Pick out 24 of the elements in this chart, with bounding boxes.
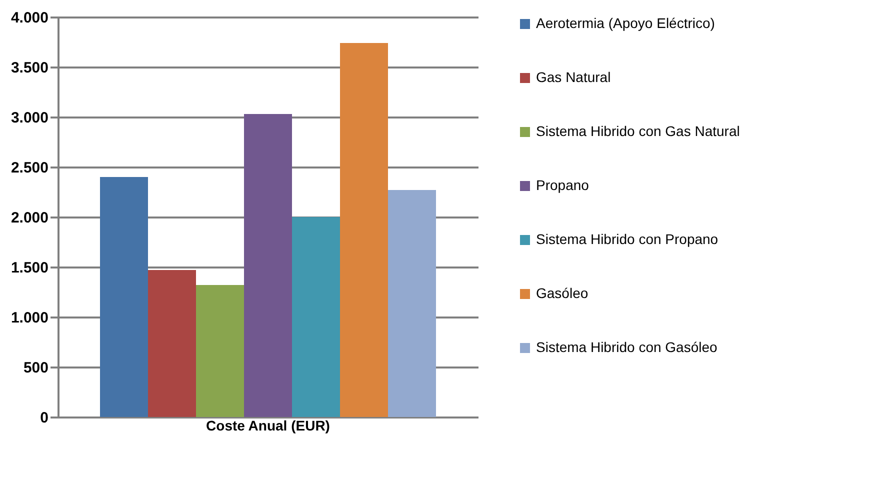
x-tick-label: Coste Anual (EUR) [206, 418, 330, 434]
bar [244, 114, 292, 417]
bar [292, 217, 340, 417]
bar [340, 43, 388, 417]
bar [100, 177, 148, 417]
y-tick-label: 0 [40, 410, 48, 426]
y-tick-label: 2.000 [10, 210, 48, 226]
y-tick-label: 3.500 [10, 60, 48, 76]
bar [148, 270, 196, 417]
y-tick-label: 2.500 [10, 160, 48, 176]
legend-label: Aerotermia (Apoyo Eléctrico) [536, 15, 715, 31]
y-tick-label: 3.000 [10, 110, 48, 126]
legend-label: Sistema Hibrido con Gas Natural [536, 123, 740, 139]
legend-label: Sistema Hibrido con Gasóleo [536, 339, 718, 355]
legend-label: Propano [536, 177, 590, 193]
bar [196, 285, 244, 417]
legend-label: Gasóleo [536, 285, 588, 301]
legend-label: Sistema Hibrido con Propano [536, 231, 718, 247]
y-tick-label: 1.000 [10, 310, 48, 326]
y-tick-label: 1.500 [10, 260, 48, 276]
y-tick-label: 500 [23, 360, 48, 376]
legend-label: Gas Natural [536, 69, 611, 85]
y-tick-label: 4.000 [10, 10, 48, 26]
bar [388, 190, 436, 417]
